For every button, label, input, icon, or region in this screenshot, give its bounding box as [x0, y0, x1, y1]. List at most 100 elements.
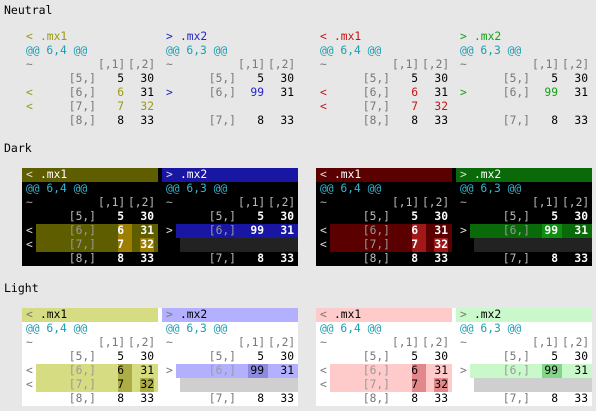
diff-gap-fill: [180, 378, 298, 392]
row-index: [8,]: [362, 114, 390, 127]
cell-value: 5: [411, 210, 418, 223]
row-index: [7,]: [362, 378, 390, 391]
diff-file-name: .mx1: [334, 308, 362, 321]
cell-value: 31: [434, 86, 448, 99]
cell-value: 5: [117, 350, 124, 363]
column-header: [,1]: [98, 336, 126, 349]
diff-column-left: < .mx1 @@ 6,4 @@ ~ [,1] [,2] [5,] 5 30 < [6,] 6 31 <[…: [22, 308, 158, 406]
diff-hunk-right: @@ 6,3 @@: [456, 182, 592, 196]
diff-change-marker: <: [26, 364, 33, 377]
tilde-marker: ~: [166, 196, 173, 209]
cell-value: 31: [574, 224, 588, 237]
cell-value: 5: [257, 350, 264, 363]
cell-value: 33: [140, 252, 154, 265]
diff-change-marker: <: [320, 86, 327, 99]
diff-file-name: .mx2: [180, 168, 208, 181]
cell-value: 7: [117, 378, 124, 391]
cell-value: 8: [117, 252, 124, 265]
diff-cell-highlight: [248, 364, 268, 378]
row-index: [7,]: [208, 392, 236, 405]
diff-hunk-left: @@ 6,4 @@: [22, 44, 158, 58]
column-header: [,2]: [562, 336, 590, 349]
row-index: [7,]: [68, 378, 96, 391]
diff-marker: <: [26, 308, 33, 321]
row-index: [6,]: [362, 86, 390, 99]
diff-row: [7,] 8 33: [162, 252, 298, 266]
cell-value: 32: [140, 100, 154, 113]
cell-value: 33: [280, 252, 294, 265]
diff-marker: <: [320, 308, 327, 321]
cell-value: 6: [411, 224, 418, 237]
cell-value: 31: [140, 224, 154, 237]
column-header: [,2]: [128, 336, 156, 349]
section-label-light: Light: [4, 281, 39, 295]
diff-row: [8,] 8 33: [22, 252, 158, 266]
diff-row: [5,] 5 30: [316, 210, 452, 224]
diff-header-left: < .mx1: [316, 308, 452, 322]
cell-value: 8: [257, 252, 264, 265]
cell-value: 33: [574, 252, 588, 265]
cell-value: 30: [280, 350, 294, 363]
row-index: [5,]: [502, 210, 530, 223]
diff-column-headers: ~ [,1] [,2]: [22, 58, 158, 72]
diff-row: < [7,] 7 32: [22, 238, 158, 252]
column-header: [,2]: [422, 336, 450, 349]
diff-row: [7,] 8 33: [456, 392, 592, 406]
cell-value: 30: [280, 72, 294, 85]
diff-header-right: > .mx2: [162, 168, 298, 182]
diff-header-right: > .mx2: [162, 30, 298, 44]
tilde-marker: ~: [320, 58, 327, 71]
diff-change-marker: >: [166, 364, 173, 377]
cell-value: 31: [574, 86, 588, 99]
diff-cell-highlight: [412, 378, 426, 392]
diff-column-left: < .mx1 @@ 6,4 @@ ~ [,1] [,2] [5,] 5 30 < [6,] 6 31 <[…: [316, 30, 452, 128]
diff-change-marker: >: [460, 224, 467, 237]
cell-value: 8: [551, 252, 558, 265]
diff-row: < [6,] 6 31: [22, 224, 158, 238]
row-index: [6,]: [68, 224, 96, 237]
cell-value: 8: [257, 392, 264, 405]
diff-row: [5,] 5 30: [162, 210, 298, 224]
diff-column-left: < .mx1 @@ 6,4 @@ ~ [,1] [,2] [5,] 5 30 < [6,] 6 31 <[…: [22, 168, 158, 266]
diff-gap-row: [456, 378, 592, 392]
cell-value: 31: [280, 364, 294, 377]
diff-hunk-left: @@ 6,4 @@: [316, 322, 452, 336]
diff-change-marker: <: [320, 100, 327, 113]
diff-file-name: .mx2: [180, 30, 208, 43]
cell-value: 6: [117, 364, 124, 377]
diff-cell-highlight: [118, 378, 132, 392]
row-index: [5,]: [68, 72, 96, 85]
diff-row: < [6,] 6 31: [316, 86, 452, 100]
cell-value: 31: [140, 364, 154, 377]
diff-column-headers: ~ [,1] [,2]: [22, 336, 158, 350]
row-index: [6,]: [502, 364, 530, 377]
row-index: [8,]: [362, 252, 390, 265]
diff-column-left: < .mx1 @@ 6,4 @@ ~ [,1] [,2] [5,] 5 30 < [6,] 6 31 <[…: [316, 308, 452, 406]
cell-value: 99: [250, 364, 264, 377]
cell-value: 30: [574, 210, 588, 223]
cell-value: 33: [574, 392, 588, 405]
diff-hunk-right: @@ 6,3 @@: [456, 322, 592, 336]
tilde-marker: ~: [166, 58, 173, 71]
diff-hunk-right: @@ 6,3 @@: [162, 182, 298, 196]
row-index: [5,]: [68, 210, 96, 223]
cell-value: 7: [117, 238, 124, 251]
diff-row: < [6,] 6 31: [22, 364, 158, 378]
diff-change-marker: <: [26, 378, 33, 391]
diff-hunk-text: @@ 6,3 @@: [166, 44, 228, 57]
diff-cell-highlight: [434, 378, 448, 392]
diff-marker: <: [26, 30, 33, 43]
section-label-dark: Dark: [4, 141, 32, 155]
diff-column-headers: ~ [,1] [,2]: [456, 196, 592, 210]
diff-column-left: < .mx1 @@ 6,4 @@ ~ [,1] [,2] [5,] 5 30 < [6,] 6 31 <[…: [316, 168, 452, 266]
diff-hunk-text: @@ 6,4 @@: [26, 44, 88, 57]
diff-hunk-text: @@ 6,4 @@: [26, 182, 88, 195]
diff-cell-highlight: [412, 224, 426, 238]
row-index: [5,]: [502, 72, 530, 85]
cell-value: 30: [140, 72, 154, 85]
cell-value: 5: [411, 72, 418, 85]
diff-file-name: .mx1: [334, 168, 362, 181]
diff-cell-highlight: [118, 224, 132, 238]
diff-hunk-text: @@ 6,3 @@: [460, 44, 522, 57]
diff-column-headers: ~ [,1] [,2]: [162, 196, 298, 210]
